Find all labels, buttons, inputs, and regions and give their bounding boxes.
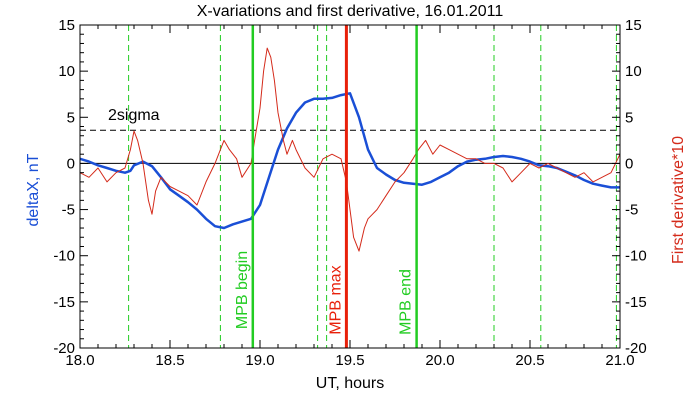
sigma-label: 2sigma: [108, 107, 160, 124]
y-right-tick-label: -5: [625, 202, 638, 219]
axis-ticks-layer: 18.0 18.5 19.0 19.5 20.0 20.5 21.0-20 -20-15 -15…: [53, 17, 646, 369]
y-right-tick-label: 5: [625, 109, 633, 126]
x-tick-label: 20.5: [515, 352, 544, 369]
x-tick-label: 18.5: [155, 352, 184, 369]
y-axis-left-title: deltaX, nT: [25, 153, 42, 226]
y-left-tick-label: 0: [67, 155, 75, 172]
plot-frame: [79, 24, 621, 349]
x-tick-label: 19.5: [335, 352, 364, 369]
mpb-max-label: MPB max: [327, 265, 344, 334]
reference-lines-layer: [80, 25, 620, 348]
y-right-tick-label: 10: [625, 63, 642, 80]
y-left-tick-label: -10: [53, 248, 75, 265]
y-left-tick-label: 10: [58, 63, 75, 80]
derivative-series-line: [79, 47, 621, 252]
y-left-tick-label: -5: [62, 202, 75, 219]
x-tick-label: 20.0: [425, 352, 454, 369]
y-axis-right-title: First derivative*10: [670, 136, 687, 264]
x-tick-label: 18.0: [65, 352, 94, 369]
y-left-tick-label: -15: [53, 294, 75, 311]
x-tick-label: 19.0: [245, 352, 274, 369]
series-layer: [79, 25, 621, 348]
y-right-tick-label: -20: [625, 340, 647, 357]
chart-title: X-variations and first derivative, 16.01…: [197, 3, 504, 20]
mpb-end-label: MPB end: [398, 269, 415, 335]
y-right-tick-label: -15: [625, 294, 647, 311]
y-left-tick-label: 15: [58, 17, 75, 34]
y-right-tick-label: -10: [625, 248, 647, 265]
x-tick-label: 21.0: [605, 352, 634, 369]
y-right-tick-label: 0: [625, 155, 633, 172]
y-left-tick-label: -20: [53, 340, 75, 357]
y-left-tick-label: 5: [67, 109, 75, 126]
y-right-tick-label: 15: [625, 17, 642, 34]
mpb-begin-label: MPB begin: [234, 251, 251, 329]
x-axis-title: UT, hours: [316, 375, 384, 392]
